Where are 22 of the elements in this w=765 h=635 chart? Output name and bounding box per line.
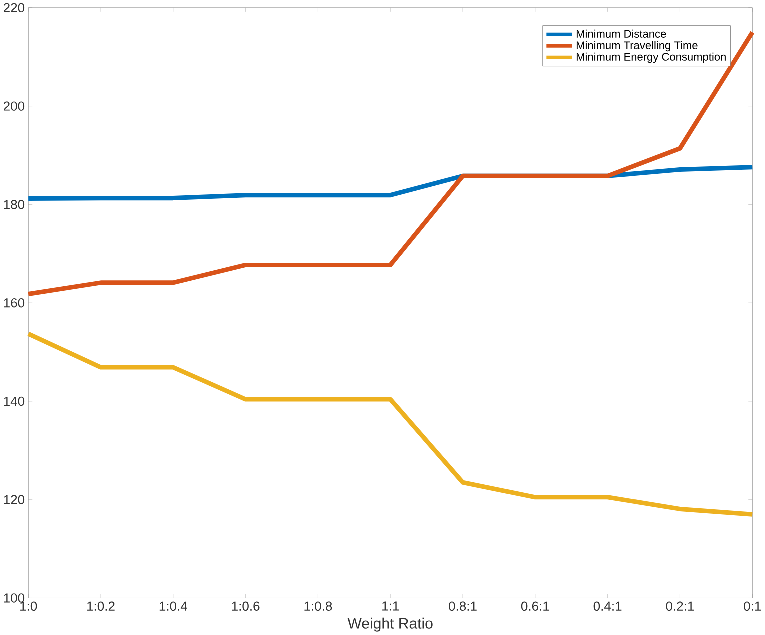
legend-label: Minimum Travelling Time bbox=[576, 41, 698, 52]
y-tick-label: 220 bbox=[4, 3, 25, 12]
y-tick-label: 100 bbox=[4, 594, 25, 603]
y-tick-label: 140 bbox=[4, 396, 25, 406]
x-tick-label: 0.2:1 bbox=[666, 602, 694, 611]
x-tick-label: 1:0.4 bbox=[160, 602, 188, 611]
x-tick-label: 0.8:1 bbox=[449, 602, 477, 611]
x-tick-label: 1:0.2 bbox=[88, 602, 115, 611]
y-tick-label: 160 bbox=[4, 298, 25, 308]
x-tick-label: 0.6:1 bbox=[521, 602, 550, 611]
legend-label: Minimum Distance bbox=[576, 30, 666, 38]
x-tick-label: 0.4:1 bbox=[594, 602, 622, 611]
y-tick-label: 200 bbox=[4, 102, 25, 111]
x-tick-label: 1:0 bbox=[20, 602, 38, 611]
x-axis-title: Weight Ratio bbox=[348, 618, 433, 632]
y-tick-label: 120 bbox=[4, 495, 25, 504]
x-tick-label: 0:1 bbox=[744, 602, 762, 611]
x-tick-label: 1:0.6 bbox=[232, 602, 260, 611]
x-tick-label: 1:1 bbox=[382, 602, 400, 611]
x-tick-label: 1:0.8 bbox=[304, 602, 332, 611]
legend-label: Minimum Energy Consumption bbox=[576, 52, 726, 63]
y-tick-label: 180 bbox=[4, 200, 25, 210]
